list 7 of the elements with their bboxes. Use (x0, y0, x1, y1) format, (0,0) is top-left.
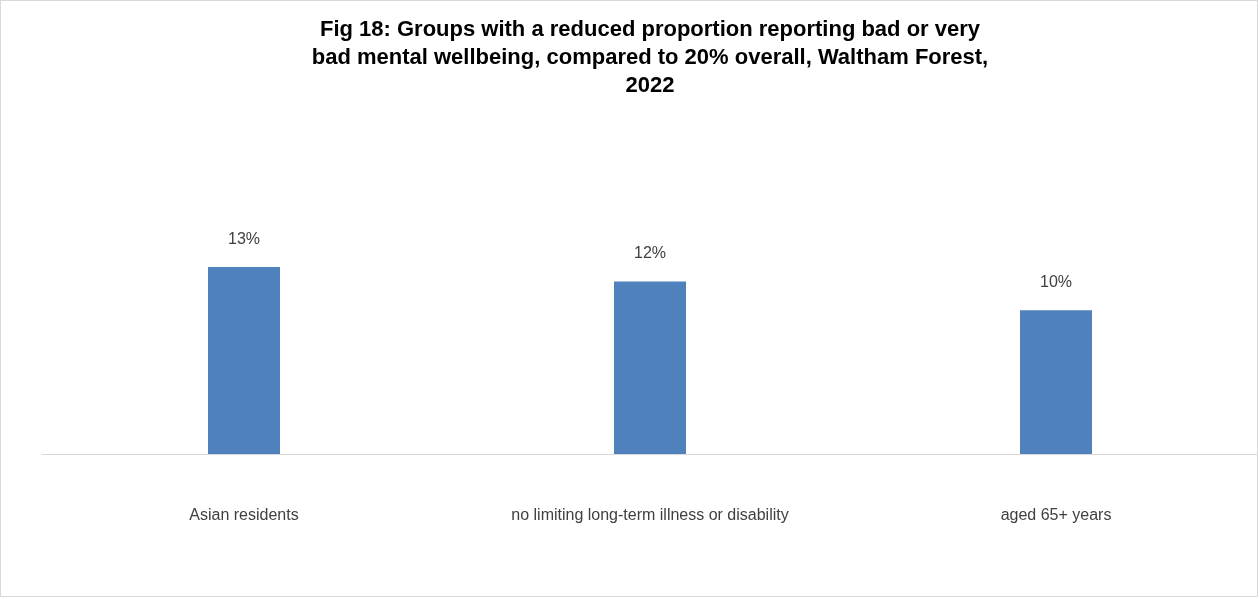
x-tick-label: no limiting long-term illness or disability (511, 505, 789, 523)
data-label: 12% (633, 244, 667, 262)
x-tick-label: aged 65+ years (1000, 505, 1112, 523)
chart-title: Fig 18: Groups with a reduced proportion reporting bad or very bad mental wellbeing, compared to 20% overall, Waltham Forest, 2022 (311, 16, 989, 97)
data-label: 13% (227, 230, 261, 247)
x-tick-label: Asian residents (189, 505, 299, 523)
data-label: 10% (1039, 273, 1073, 291)
